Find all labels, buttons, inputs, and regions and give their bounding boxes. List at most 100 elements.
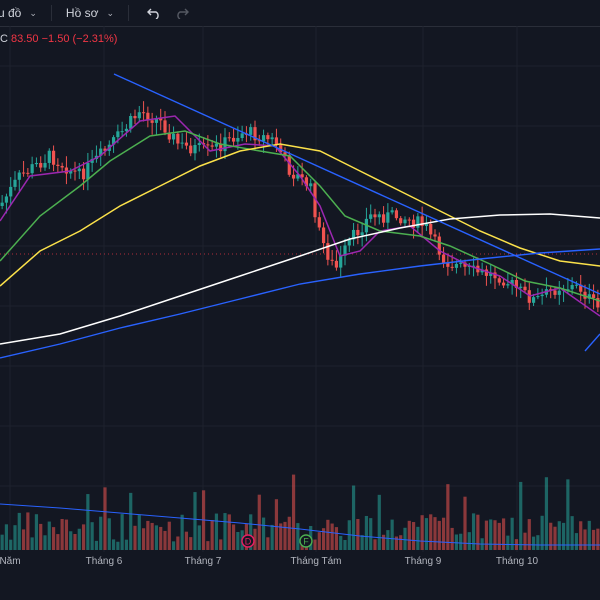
candle-body [129, 115, 133, 129]
volume-bar [450, 527, 454, 550]
candle-body [519, 286, 523, 288]
candle-body [313, 183, 317, 218]
undo-button[interactable] [143, 0, 165, 26]
volume-bar [471, 513, 476, 550]
volume-bar [116, 541, 120, 550]
volume-bar [351, 485, 356, 550]
volume-bar [124, 539, 129, 550]
volume-bar [459, 533, 463, 550]
volume-bar [536, 535, 540, 550]
redo-button[interactable] [171, 0, 193, 26]
candle-body [219, 143, 223, 152]
candle-body [334, 260, 339, 268]
volume-bar [171, 541, 176, 550]
candle-body [279, 145, 283, 153]
candle-body [21, 172, 26, 174]
volume-bar [570, 516, 574, 550]
candle-body [47, 150, 51, 163]
candle-body [446, 262, 450, 267]
candle-body [411, 219, 416, 228]
change-percent: (−2.31%) [72, 33, 118, 45]
candle-body [133, 115, 137, 119]
volume-bar [407, 520, 411, 550]
candle-body [407, 219, 411, 221]
volume-bar [90, 522, 94, 550]
candle-body [77, 168, 81, 172]
volume-bar [420, 515, 424, 550]
candle-body [296, 174, 300, 179]
volume-bar [270, 524, 274, 550]
volume-bar [47, 521, 51, 550]
candle-body [459, 262, 463, 264]
volume-bar [377, 494, 381, 550]
volume-bar [403, 527, 407, 550]
candle-body [111, 137, 116, 145]
volume-bar [510, 517, 514, 550]
candle-body [73, 170, 77, 172]
candle-body [390, 210, 394, 213]
bottom-bar [0, 576, 600, 600]
candle-body [180, 142, 184, 144]
candle-body [441, 254, 446, 263]
volume-bar [26, 512, 30, 550]
candle-body [587, 294, 591, 299]
volume-bar [429, 514, 433, 550]
candle-body [553, 290, 557, 295]
volume-bar [17, 512, 21, 550]
candle-body [154, 118, 159, 123]
candle-body [34, 162, 39, 165]
candle-body [236, 138, 240, 142]
volume-bar [399, 535, 403, 550]
volume-bar [236, 531, 240, 550]
volume-bar [189, 537, 193, 550]
candle-body [510, 279, 514, 285]
candle-body [424, 223, 429, 227]
candle-body [60, 165, 64, 168]
volume-bar [463, 496, 467, 550]
redo-icon [177, 8, 189, 19]
volume-bar [13, 525, 17, 550]
volume-bar [506, 535, 510, 550]
candle-body [463, 262, 467, 267]
candle-body [184, 142, 189, 146]
candle-body [124, 128, 129, 132]
candle-body [317, 217, 321, 228]
volume-bar [261, 517, 266, 550]
chart-type-label: u đồ [0, 6, 22, 20]
volume-bar [394, 536, 399, 550]
volume-bar [579, 521, 583, 550]
volume-bar [446, 484, 450, 550]
top-toolbar: u đồ ⌄ Hồ sơ ⌄ [0, 0, 600, 27]
candle-body [283, 152, 287, 156]
candle-body [506, 284, 510, 286]
candle-body [480, 269, 484, 273]
volume-bar [501, 518, 506, 550]
volume-bar [360, 535, 364, 550]
volume-bar [497, 522, 501, 550]
candle-body [501, 282, 506, 286]
volume-bar [364, 515, 369, 550]
candle-body [197, 143, 201, 146]
candle-body [343, 245, 347, 256]
volume-bar [334, 527, 339, 550]
event-marker-letter: F [303, 537, 309, 547]
volume-bar [574, 533, 579, 550]
volume-bar [373, 539, 377, 550]
candle-body [583, 291, 587, 299]
volume-bar [274, 499, 279, 550]
time-axis-label: Tháng Tám [290, 556, 342, 567]
trendline [113, 73, 600, 295]
candle-body [437, 236, 441, 255]
candle-body [99, 148, 103, 156]
volume-bar [214, 513, 219, 550]
candle-body [0, 202, 4, 206]
candle-body [43, 162, 47, 168]
volume-bar [141, 528, 146, 550]
time-axis-label: Tháng 9 [404, 556, 442, 567]
volume-bar [540, 515, 544, 550]
chart-type-menu[interactable]: u đồ ⌄ [0, 0, 43, 26]
candle-body [227, 137, 231, 139]
time-axis-label: Năm [0, 556, 21, 567]
profile-menu[interactable]: Hồ sơ ⌄ [60, 0, 120, 26]
